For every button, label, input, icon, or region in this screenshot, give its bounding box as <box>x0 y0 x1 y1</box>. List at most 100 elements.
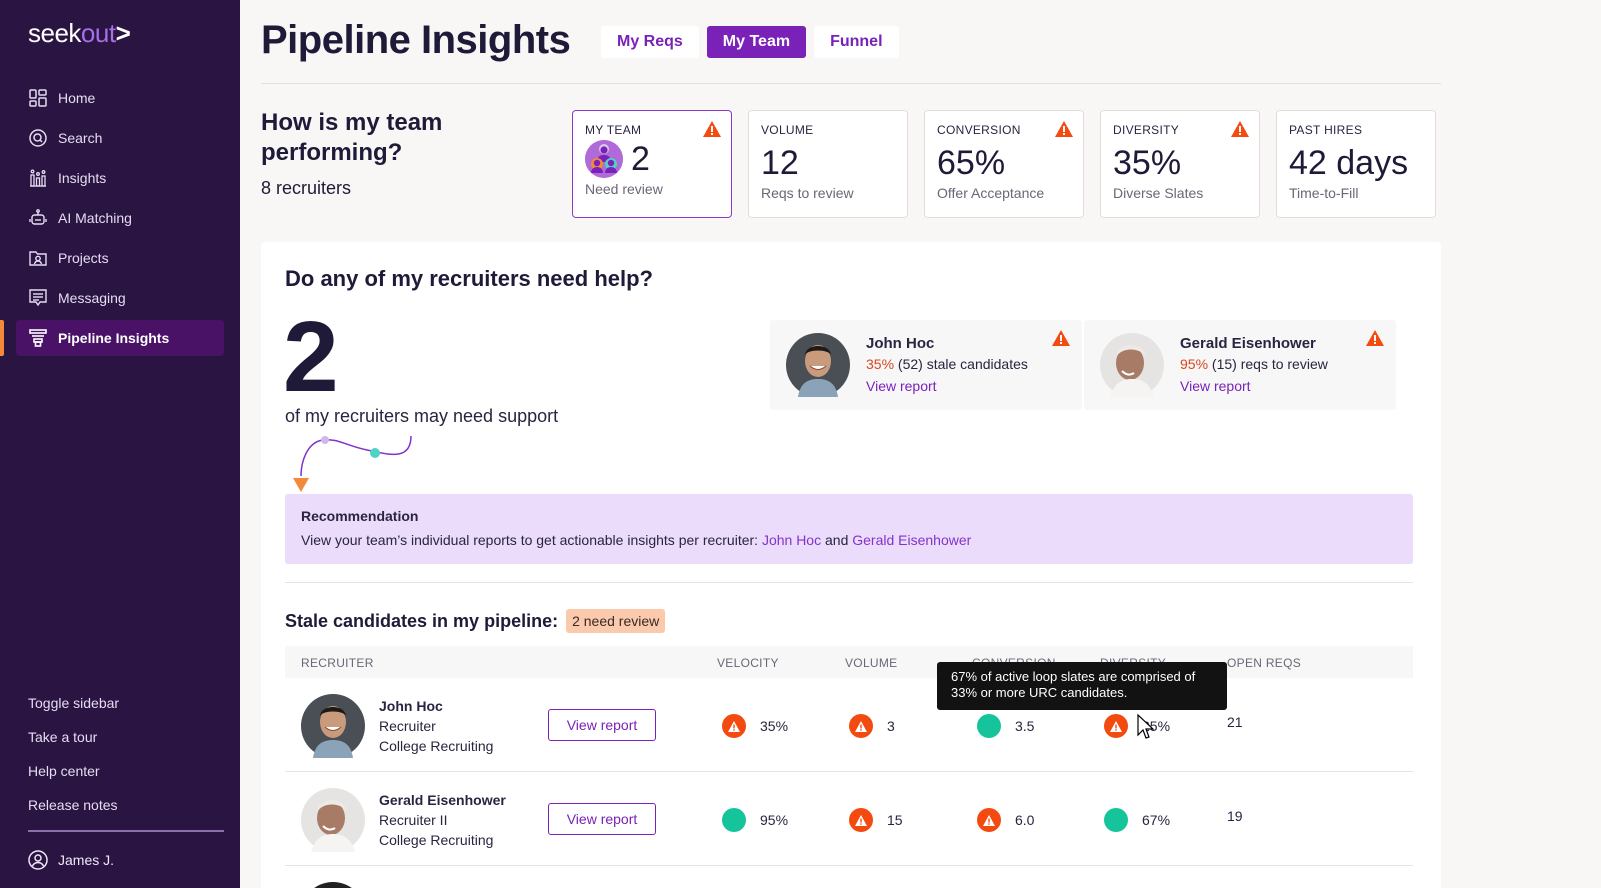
kpi-value: 35% <box>1113 144 1182 182</box>
tab-my-reqs[interactable]: My Reqs <box>601 26 699 58</box>
open-reqs-value: 19 <box>1227 808 1243 824</box>
toggle-sidebar-link[interactable]: Toggle sidebar <box>28 695 120 711</box>
warning-status-icon[interactable] <box>722 714 746 738</box>
ok-status-icon[interactable] <box>977 714 1001 738</box>
tab-my-team[interactable]: My Team <box>706 26 807 58</box>
warning-icon <box>1052 330 1070 351</box>
open-reqs-cell: 21 <box>1227 714 1243 730</box>
sidebar-item-label: Search <box>58 130 103 146</box>
column-header-open-reqs[interactable]: OPEN REQS <box>1227 656 1302 670</box>
home-grid-icon <box>28 88 48 108</box>
recommendation-and: and <box>821 532 853 548</box>
flagged-recruiters: John Hoc 35% (52) stale candidates View … <box>770 320 1396 410</box>
kpi-card-my-team[interactable]: MY TEAM 2 Need review <box>572 110 732 218</box>
view-report-link[interactable]: View report <box>866 377 937 394</box>
release-notes-link[interactable]: Release notes <box>28 797 118 813</box>
flagged-recruiter-info: John Hoc 35% (52) stale candidates View … <box>866 335 1028 396</box>
user-menu[interactable]: James J. <box>28 850 224 870</box>
kpi-card-conversion[interactable]: CONVERSION 65% Offer Acceptance <box>924 110 1084 218</box>
support-label: of my recruiters may need support <box>285 406 559 426</box>
conversion-cell: 3.5 <box>977 714 1034 738</box>
stat-percent: 35% <box>866 355 895 372</box>
decorative-arrow-icon <box>293 435 412 492</box>
sidebar-item-messaging[interactable]: Messaging <box>16 280 224 316</box>
warning-status-icon[interactable] <box>1104 714 1128 738</box>
sidebar: seekout> Home Search Insights AI Matchin <box>0 0 240 888</box>
column-header-volume[interactable]: VOLUME <box>845 656 898 670</box>
recruiter-stat: 95% (15) reqs to review <box>1180 356 1328 372</box>
recommendation-link-gerald-eisenhower[interactable]: Gerald Eisenhower <box>852 532 972 548</box>
warning-icon <box>1231 121 1249 142</box>
kpi-value: 2 <box>631 140 650 178</box>
column-header-recruiter[interactable]: RECRUITER <box>301 656 374 670</box>
warning-status-icon[interactable] <box>849 808 873 832</box>
main-content: Pipeline Insights My Reqs My Team Funnel… <box>261 0 1441 888</box>
tab-funnel[interactable]: Funnel <box>814 26 899 58</box>
recruiter-count-label: recruiters <box>276 178 352 198</box>
status-badge: 2 need review <box>566 609 666 633</box>
recruiter-department: College Recruiting <box>379 832 494 848</box>
kpi-sublabel: Need review <box>585 181 663 197</box>
take-a-tour-link[interactable]: Take a tour <box>28 729 98 745</box>
sidebar-item-search[interactable]: Search <box>16 120 224 156</box>
sidebar-nav: Home Search Insights AI Matching Project… <box>16 80 224 360</box>
kpi-value: 65% <box>937 144 1006 182</box>
robot-icon <box>28 208 48 228</box>
help-center-link[interactable]: Help center <box>28 763 100 779</box>
avatar <box>1100 333 1164 397</box>
recommendation-link-john-hoc[interactable]: John Hoc <box>761 532 822 548</box>
stat-detail: (52) stale candidates <box>897 355 1028 372</box>
recruiter-table: RECRUITER VELOCITY VOLUME CONVERSION DIV… <box>285 646 1413 888</box>
table-row: Gerald Eisenhower Recruiter II College R… <box>285 772 1413 866</box>
kpi-card-past-hires[interactable]: PAST HIRES 42 days Time-to-Fill <box>1276 110 1436 218</box>
sidebar-item-pipeline-insights[interactable]: Pipeline Insights <box>16 320 224 356</box>
flagged-recruiter-card: John Hoc 35% (52) stale candidates View … <box>770 320 1082 410</box>
view-report-link[interactable]: View report <box>1180 377 1251 394</box>
view-report-button[interactable]: View report <box>548 709 656 741</box>
stat-percent: 95% <box>1180 355 1209 372</box>
kpi-sublabel: Reqs to review <box>761 185 854 201</box>
table-row <box>285 866 1413 888</box>
kpi-sublabel: Offer Acceptance <box>937 185 1045 201</box>
kpi-sublabel: Time-to-Fill <box>1289 185 1359 201</box>
recruiter-stat: 35% (52) stale candidates <box>866 356 1028 372</box>
avatar <box>301 882 365 888</box>
sidebar-footer: Toggle sidebar Take a tour Help center R… <box>28 694 224 870</box>
team-performance-section: How is my team performing? 8 recruiters … <box>261 84 1441 234</box>
warning-icon <box>1366 330 1384 351</box>
active-nav-marker <box>0 320 4 356</box>
ok-status-icon[interactable] <box>722 808 746 832</box>
logo-chevron: > <box>115 18 131 48</box>
seekout-logo[interactable]: seekout> <box>28 18 131 49</box>
kpi-sublabel: Diverse Slates <box>1113 185 1204 201</box>
sidebar-item-ai-matching[interactable]: AI Matching <box>16 200 224 236</box>
conversion-value: 6.0 <box>1015 812 1035 828</box>
kpi-label: VOLUME <box>761 123 814 137</box>
team-value-row: 2 <box>585 139 719 179</box>
sidebar-item-projects[interactable]: Projects <box>16 240 224 276</box>
help-title: Do any of my recruiters need help? <box>285 266 653 291</box>
diversity-cell: 25% <box>1104 714 1170 738</box>
kpi-card-diversity[interactable]: DIVERSITY 35% Diverse Slates <box>1100 110 1260 218</box>
kpi-card-volume[interactable]: VOLUME 12 Reqs to review <box>748 110 908 218</box>
mouse-cursor-icon <box>1137 714 1155 739</box>
sidebar-item-insights[interactable]: Insights <box>16 160 224 196</box>
avatar <box>301 788 365 852</box>
velocity-value: 35% <box>760 718 789 734</box>
view-report-button[interactable]: View report <box>548 803 656 835</box>
recommendation-body: View your team’s individual reports to g… <box>301 532 762 548</box>
volume-value: 3 <box>887 718 895 734</box>
kpi-value: 12 <box>761 144 799 182</box>
warning-status-icon[interactable] <box>977 808 1001 832</box>
sidebar-item-label: AI Matching <box>58 210 132 226</box>
warning-status-icon[interactable] <box>849 714 873 738</box>
sidebar-item-label: Messaging <box>58 290 126 306</box>
ok-status-icon[interactable] <box>1104 808 1128 832</box>
warning-icon <box>1055 121 1073 142</box>
message-icon <box>28 288 48 308</box>
stat-detail: (15) reqs to review <box>1211 355 1328 372</box>
kpi-label: PAST HIRES <box>1289 123 1363 137</box>
sidebar-item-home[interactable]: Home <box>16 80 224 116</box>
column-header-velocity[interactable]: VELOCITY <box>717 656 779 670</box>
diversity-cell: 67% <box>1104 808 1170 832</box>
